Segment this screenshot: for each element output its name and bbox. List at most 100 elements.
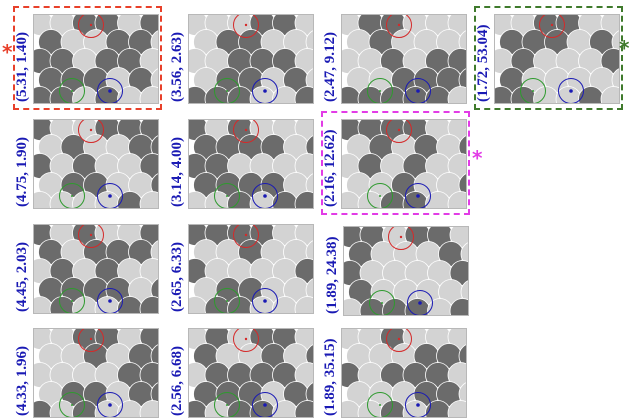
packing-panel (494, 14, 620, 104)
blue-marker-disk (97, 78, 123, 103)
packing-panel (188, 328, 314, 418)
red-marker-disk (539, 15, 565, 38)
packing-panel (341, 14, 467, 104)
blue-marker-disk (97, 183, 123, 208)
panel-coordinate-label: (3.14, 4.00) (169, 137, 185, 207)
red-marker-disk (388, 227, 414, 250)
blue-marker-disk (97, 288, 123, 313)
red-marker-disk (78, 120, 104, 143)
dark-disk (150, 382, 158, 406)
panel-coordinate-label: (4.33, 1.96) (14, 346, 30, 416)
blue-marker-disk (252, 288, 278, 313)
green-marker-disk-center (532, 90, 534, 92)
green-marker-disk (59, 392, 85, 417)
green-marker-disk-center (71, 404, 73, 406)
packing-panel (341, 119, 467, 209)
disk-packing-svg (495, 15, 619, 103)
packing-panel (188, 14, 314, 104)
green-marker-disk (214, 78, 240, 103)
highlight-box-red (13, 6, 162, 110)
blue-marker-disk-center (416, 194, 420, 198)
disk-packing-svg (189, 15, 313, 103)
light-disk (447, 86, 466, 103)
packing-panel (188, 119, 314, 209)
dark-disk (294, 191, 313, 208)
dark-disk (458, 173, 466, 197)
green-marker-disk-center (226, 300, 228, 302)
light-disk (139, 191, 158, 208)
red-marker-disk (233, 225, 259, 248)
green-marker-disk-center (71, 195, 73, 197)
light-disk (447, 191, 466, 208)
light-disk (305, 240, 313, 264)
red-marker-disk (78, 329, 104, 352)
disk-packing-svg (189, 120, 313, 208)
packing-panel (33, 119, 159, 209)
light-disk (305, 173, 313, 197)
panel-coordinate-label: (2.47, 9.12) (322, 32, 338, 102)
dark-disk (458, 344, 466, 368)
red-marker-disk-center (89, 337, 93, 341)
light-disk (458, 30, 466, 54)
light-disk (458, 382, 466, 406)
red-marker-disk-center (244, 23, 248, 27)
dark-disk (150, 173, 158, 197)
green-marker-disk (214, 288, 240, 313)
dark-disk (150, 135, 158, 159)
red-marker-disk (386, 329, 412, 352)
dark-disk (150, 278, 158, 302)
panel-coordinate-label: (1.89, 35.15) (322, 338, 338, 417)
blue-marker-disk (405, 392, 431, 417)
red-marker-disk-center (397, 128, 401, 132)
green-marker-disk-center (379, 404, 381, 406)
blue-marker-disk-center (263, 299, 267, 303)
light-disk (611, 68, 619, 92)
green-marker-disk-center (226, 404, 228, 406)
blue-marker-disk-center (418, 301, 422, 305)
light-disk (150, 240, 158, 264)
green-marker-disk-center (71, 90, 73, 92)
red-marker-disk (233, 15, 259, 38)
red-marker-disk-center (397, 337, 401, 341)
green-marker-disk-center (379, 90, 381, 92)
blue-marker-disk-center (263, 194, 267, 198)
blue-marker-disk-center (108, 194, 112, 198)
packing-panel (188, 224, 314, 314)
disk-packing-svg (342, 329, 466, 417)
green-marker-disk-center (71, 300, 73, 302)
panel-coordinate-label: (4.75, 1.90) (14, 137, 30, 207)
light-disk (305, 30, 313, 54)
green-marker-disk (367, 78, 393, 103)
light-disk (305, 278, 313, 302)
light-disk (460, 242, 468, 266)
light-disk (460, 280, 468, 304)
blue-marker-disk-center (569, 89, 573, 93)
blue-marker-disk (405, 183, 431, 208)
disk-packing-svg (34, 120, 158, 208)
dark-disk (294, 86, 313, 103)
light-disk (600, 86, 619, 103)
green-marker-disk (59, 78, 85, 103)
disk-packing-svg (189, 225, 313, 313)
blue-marker-disk-center (108, 89, 112, 93)
green-marker-disk (520, 78, 546, 103)
light-disk (305, 68, 313, 92)
packing-panel (33, 14, 159, 104)
disk-packing-svg (342, 120, 466, 208)
light-disk (611, 30, 619, 54)
light-disk (139, 400, 158, 417)
panel-coordinate-label: (3.56, 2.63) (169, 32, 185, 102)
green-marker-disk (59, 183, 85, 208)
red-marker-disk (386, 120, 412, 143)
blue-marker-disk (97, 392, 123, 417)
packing-panel (33, 224, 159, 314)
dark-disk (294, 400, 313, 417)
red-marker-disk-center (399, 235, 403, 239)
packing-panel (33, 328, 159, 418)
red-marker-disk-center (397, 23, 401, 27)
packing-panel (341, 328, 467, 418)
blue-marker-disk (558, 78, 584, 103)
red-marker-disk (386, 15, 412, 38)
blue-marker-disk (252, 392, 278, 417)
